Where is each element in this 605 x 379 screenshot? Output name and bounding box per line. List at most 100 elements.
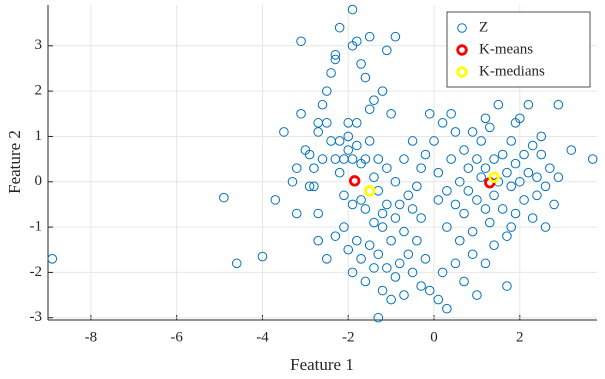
x-axis-label: Feature 1	[290, 355, 354, 374]
point	[291, 163, 302, 173]
point	[352, 118, 362, 128]
x-tick-label: -4	[256, 329, 269, 345]
point	[493, 99, 504, 110]
point	[412, 235, 422, 246]
point	[510, 158, 521, 169]
point	[416, 281, 426, 291]
point	[321, 86, 332, 96]
point	[257, 251, 268, 262]
y-tick-label: -2	[30, 264, 43, 280]
legend-marker	[457, 23, 467, 33]
point	[360, 276, 371, 287]
x-tick-label: 0	[430, 329, 438, 345]
point	[219, 192, 229, 203]
point	[343, 145, 354, 155]
point	[309, 163, 319, 173]
y-tick-label: 0	[35, 173, 43, 189]
point	[437, 118, 448, 128]
point	[47, 254, 58, 264]
point	[532, 190, 542, 201]
point	[321, 118, 332, 128]
point	[540, 222, 551, 232]
point	[497, 149, 508, 160]
legend: Z K-means K-medians	[446, 11, 591, 88]
point	[369, 263, 379, 273]
point	[330, 50, 341, 60]
point	[442, 303, 452, 314]
point	[348, 175, 361, 187]
point	[476, 172, 486, 183]
point	[497, 204, 508, 214]
point	[450, 127, 461, 137]
point	[429, 136, 439, 146]
y-axis-label: Feature 2	[5, 130, 24, 194]
point	[467, 249, 478, 260]
point	[463, 186, 474, 196]
y-tick-label: -3	[30, 309, 43, 325]
point	[523, 99, 534, 110]
x-tick-label: -2	[342, 329, 355, 345]
point	[442, 186, 452, 196]
point	[412, 181, 422, 192]
point	[407, 136, 418, 146]
point	[407, 204, 418, 214]
point	[527, 213, 538, 223]
point	[484, 122, 495, 133]
point	[377, 208, 388, 219]
point	[364, 31, 375, 42]
point	[330, 154, 341, 164]
point	[519, 149, 529, 160]
legend-marker	[456, 44, 468, 56]
point	[377, 86, 388, 96]
point	[506, 136, 517, 146]
point	[446, 154, 456, 164]
y-tick-label: -1	[30, 219, 43, 235]
point	[416, 163, 426, 173]
point	[373, 249, 384, 260]
point	[360, 154, 371, 164]
point	[420, 254, 431, 264]
point	[433, 195, 444, 205]
point	[377, 285, 388, 296]
point	[300, 145, 311, 155]
point	[420, 149, 431, 160]
point	[334, 22, 345, 33]
point	[352, 36, 362, 47]
point	[403, 249, 414, 260]
point	[382, 199, 392, 210]
point	[424, 285, 435, 296]
point	[334, 136, 345, 146]
legend-marker	[456, 66, 468, 78]
point	[339, 154, 349, 164]
point	[313, 235, 324, 246]
point	[523, 167, 534, 178]
point	[488, 171, 500, 183]
point	[502, 281, 512, 291]
point	[377, 222, 388, 232]
legend-box	[446, 11, 591, 88]
point	[287, 176, 298, 187]
point	[519, 195, 529, 205]
point	[394, 199, 405, 210]
point	[459, 208, 469, 219]
point	[416, 213, 426, 223]
point	[347, 267, 358, 278]
point	[506, 181, 517, 192]
point	[326, 68, 336, 78]
point	[339, 190, 349, 201]
point	[472, 154, 482, 164]
point	[480, 204, 491, 214]
point	[330, 54, 341, 65]
point	[347, 199, 358, 210]
point	[514, 176, 525, 187]
point	[433, 294, 444, 305]
point	[352, 235, 362, 246]
point	[364, 240, 375, 251]
point	[454, 176, 465, 187]
point	[450, 258, 461, 269]
point	[433, 167, 444, 178]
point	[363, 185, 376, 197]
point	[334, 167, 345, 178]
x-tick-label: 2	[516, 329, 524, 345]
point	[369, 217, 379, 228]
